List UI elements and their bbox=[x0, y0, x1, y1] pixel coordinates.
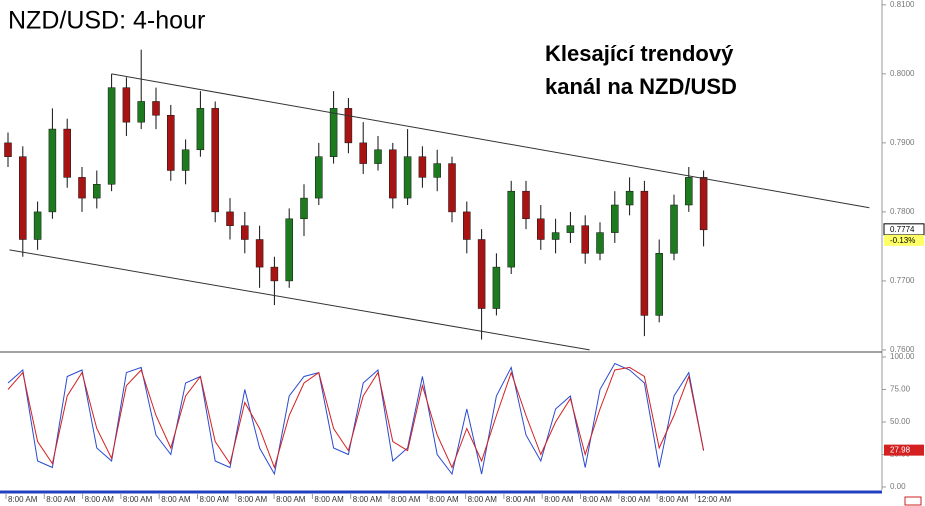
osc-line bbox=[7, 362, 705, 476]
candle-body bbox=[537, 218, 545, 240]
candle-body bbox=[670, 204, 678, 254]
scroll-button[interactable] bbox=[904, 496, 922, 506]
osc-line bbox=[7, 366, 705, 470]
time-label: 8:00 AM bbox=[276, 495, 306, 504]
candle-body bbox=[93, 184, 101, 199]
time-label: 8:00 AM bbox=[544, 495, 574, 504]
change-label: -0.13% bbox=[890, 236, 915, 245]
candle-body bbox=[300, 197, 308, 220]
candle-body bbox=[655, 253, 663, 316]
osc-y-tick-label: 100.00 bbox=[890, 352, 915, 361]
candle-body bbox=[699, 177, 708, 231]
candle-body bbox=[403, 156, 412, 199]
candle-body bbox=[270, 266, 279, 282]
candle-body bbox=[167, 115, 175, 171]
candle-body bbox=[107, 87, 116, 185]
candle-body bbox=[329, 108, 338, 157]
y-tick-label: 0.7600 bbox=[890, 345, 915, 354]
candle-body bbox=[63, 128, 71, 178]
time-label: 8:00 AM bbox=[429, 495, 459, 504]
time-label: 8:00 AM bbox=[238, 495, 268, 504]
candle-body bbox=[181, 149, 190, 171]
candle-body bbox=[640, 190, 649, 316]
time-label: 8:00 AM bbox=[468, 495, 498, 504]
osc-y-tick-label: 75.00 bbox=[890, 385, 911, 394]
candle-body bbox=[241, 225, 249, 240]
trend-line bbox=[111, 73, 870, 209]
candle-body bbox=[507, 190, 515, 268]
candle-body bbox=[33, 211, 42, 240]
candle-body bbox=[196, 108, 205, 151]
candle-body bbox=[418, 156, 427, 178]
annotation: kanál na NZD/USD bbox=[545, 74, 737, 99]
candle-body bbox=[448, 163, 456, 213]
time-label: 8:00 AM bbox=[353, 495, 383, 504]
candle-body bbox=[344, 108, 353, 144]
time-label: 8:00 AM bbox=[391, 495, 421, 504]
time-label: 8:00 AM bbox=[85, 495, 115, 504]
candle-body bbox=[78, 177, 86, 199]
candle-body bbox=[226, 211, 234, 226]
candle-body bbox=[566, 225, 575, 233]
time-label: 12:00 AM bbox=[697, 495, 731, 504]
time-label: 8:00 AM bbox=[8, 495, 38, 504]
time-label: 8:00 AM bbox=[621, 495, 651, 504]
candle-body bbox=[255, 239, 264, 268]
candle-body bbox=[522, 190, 530, 220]
candle-body bbox=[492, 266, 501, 309]
trend-line bbox=[9, 249, 590, 351]
candle-body bbox=[625, 190, 634, 206]
annotation: Klesající trendový bbox=[545, 41, 734, 66]
candle-body bbox=[374, 149, 382, 164]
candle-body bbox=[122, 87, 131, 123]
candle-body bbox=[4, 142, 12, 157]
change-box bbox=[884, 234, 924, 246]
candle-body bbox=[596, 232, 604, 254]
candle-body bbox=[152, 101, 160, 116]
candle-body bbox=[315, 156, 323, 199]
osc-y-tick-label: 0.00 bbox=[890, 482, 906, 491]
osc-value-box bbox=[884, 444, 924, 456]
y-tick-label: 0.7900 bbox=[890, 138, 915, 147]
candle-body bbox=[463, 211, 471, 240]
y-tick-label: 0.8100 bbox=[890, 0, 915, 9]
candle-body bbox=[19, 156, 27, 240]
candle-body bbox=[551, 232, 560, 240]
candle-body bbox=[359, 142, 367, 164]
candle-body bbox=[611, 204, 619, 233]
time-label: 8:00 AM bbox=[659, 495, 689, 504]
candle-body bbox=[48, 128, 57, 213]
candle-body bbox=[211, 108, 219, 213]
time-label: 8:00 AM bbox=[314, 495, 344, 504]
osc-value-label: 27.98 bbox=[890, 446, 911, 455]
candle-body bbox=[137, 101, 145, 123]
time-label: 8:00 AM bbox=[583, 495, 613, 504]
time-label: 8:00 AM bbox=[123, 495, 153, 504]
time-label: 8:00 AM bbox=[161, 495, 191, 504]
time-label: 8:00 AM bbox=[46, 495, 76, 504]
last-price-label: 0.7774 bbox=[890, 225, 915, 234]
candle-body bbox=[477, 239, 486, 309]
y-tick-label: 0.7700 bbox=[890, 276, 915, 285]
candle-body bbox=[389, 149, 397, 199]
candle-body bbox=[433, 163, 441, 178]
candle-body bbox=[581, 225, 589, 254]
osc-y-tick-label: 50.00 bbox=[890, 417, 911, 426]
time-label: 8:00 AM bbox=[506, 495, 536, 504]
candle-body bbox=[685, 177, 693, 206]
y-tick-label: 0.8000 bbox=[890, 69, 915, 78]
candle-body bbox=[285, 218, 293, 282]
chart-title: NZD/USD: 4-hour bbox=[8, 7, 205, 35]
time-label: 8:00 AM bbox=[200, 495, 230, 504]
y-tick-label: 0.7800 bbox=[890, 207, 915, 216]
